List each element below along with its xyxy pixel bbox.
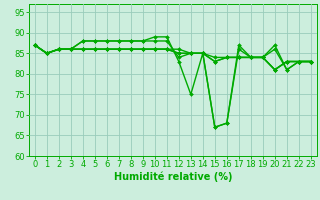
X-axis label: Humidité relative (%): Humidité relative (%) <box>114 172 232 182</box>
